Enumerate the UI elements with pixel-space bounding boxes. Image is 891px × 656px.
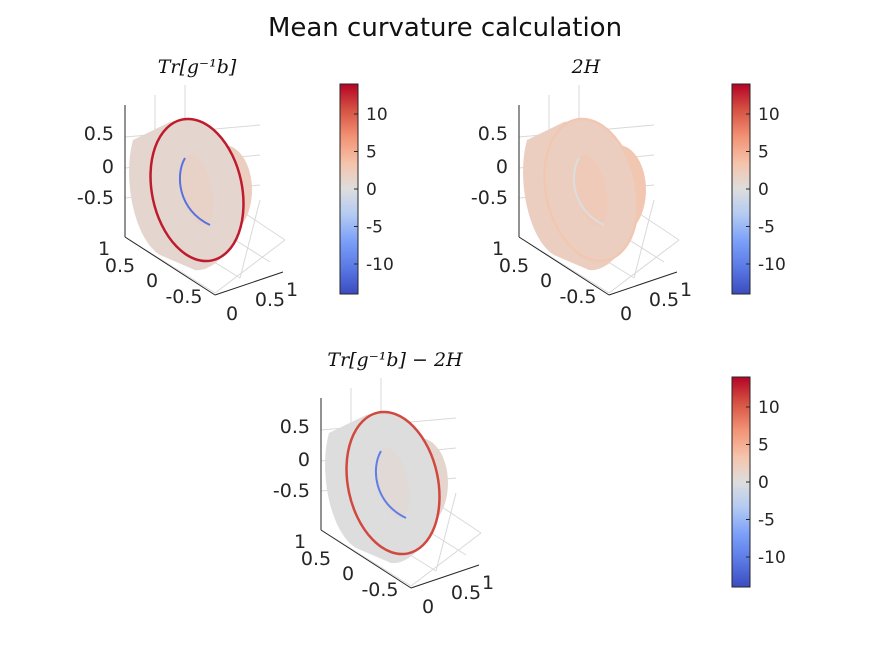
y-tick-label: 0 — [540, 270, 552, 292]
x-tick-label: 0 — [620, 303, 632, 325]
colorbar-tick-label: -10 — [758, 548, 786, 568]
y-axis-line — [518, 236, 610, 296]
z-tick-label: 0 — [298, 449, 310, 471]
z-tick-label: 0 — [496, 156, 508, 178]
x-tick-label: 0.5 — [649, 289, 679, 311]
y-tick-label: 0.5 — [301, 548, 331, 570]
z-tick-label: -0.5 — [77, 187, 114, 209]
colorbar-tick-label: 10 — [366, 105, 388, 125]
z-tick-label: 0.5 — [280, 416, 310, 438]
grid-line — [239, 199, 261, 279]
subplot-title: 2H — [571, 56, 601, 78]
z-tick-label: 0.5 — [84, 123, 114, 145]
y-tick-label: -0.5 — [165, 286, 202, 308]
inner-edge-ring — [178, 157, 211, 226]
z-tick-label: 0 — [102, 156, 114, 178]
colorbar-tick-label: 0 — [366, 180, 377, 200]
x-axis-line — [410, 564, 480, 589]
y-tick-label: 0.5 — [499, 255, 529, 277]
z-tick-label: -0.5 — [471, 187, 508, 209]
z-tick-label: -0.5 — [273, 480, 310, 502]
colorbar-tick-label: 5 — [758, 436, 769, 456]
colorbar-tick-label: 5 — [758, 143, 769, 163]
colorbar-tick-label: -5 — [758, 511, 775, 531]
y-tick-label: 1 — [294, 531, 306, 553]
outer-edge-ring — [543, 117, 639, 263]
y-axis-line — [124, 236, 216, 296]
colorbar-tick-label: -10 — [366, 255, 394, 275]
colorbar-tick-label: 10 — [758, 105, 780, 125]
figure-title: Mean curvature calculation — [268, 13, 622, 43]
y-tick-label: 0.5 — [105, 255, 135, 277]
outer-edge-ring — [345, 410, 441, 556]
y-tick-label: 0 — [342, 563, 354, 585]
subplot-title: Tr[g⁻¹b] − 2H — [327, 349, 463, 371]
y-tick-label: -0.5 — [559, 286, 596, 308]
colorbar-tick-label: 0 — [758, 473, 769, 493]
x-tick-label: 1 — [286, 279, 298, 301]
subplot-title: Tr[g⁻¹b] — [158, 56, 237, 78]
outer-edge-ring — [149, 117, 245, 263]
y-tick-label: 0 — [146, 270, 158, 292]
x-axis-line — [214, 271, 284, 296]
x-tick-label: 1 — [482, 572, 494, 594]
colorbar-tick-label: 10 — [758, 398, 780, 418]
panel-difference: Tr[g⁻¹b] − 2H0.50-0.510.50-0.500.5 11050-… — [273, 349, 786, 618]
y-tick-label: 1 — [98, 238, 110, 260]
colorbar-tick-label: -10 — [758, 255, 786, 275]
x-tick-label: 0 — [226, 303, 238, 325]
grid-line — [435, 492, 457, 572]
grid-line — [608, 239, 680, 294]
x-tick-label: 0 — [422, 596, 434, 618]
x-axis-line — [608, 271, 678, 296]
x-tick-label: 0.5 — [451, 582, 481, 604]
inner-edge-ring — [572, 157, 605, 226]
grid-line — [214, 239, 286, 294]
grid-line — [410, 532, 482, 587]
y-axis-line — [320, 529, 412, 589]
x-tick-label: 1 — [680, 279, 692, 301]
colorbar-tick-label: -5 — [758, 218, 775, 238]
y-tick-label: -0.5 — [361, 579, 398, 601]
x-tick-label: 0.5 — [255, 289, 285, 311]
colorbar-tick-label: -5 — [366, 218, 383, 238]
z-tick-label: 0.5 — [478, 123, 508, 145]
inner-edge-ring — [374, 450, 407, 519]
colorbar-tick-label: 5 — [366, 143, 377, 163]
y-tick-label: 1 — [492, 238, 504, 260]
grid-line — [633, 199, 655, 279]
colorbar-tick-label: 0 — [758, 180, 769, 200]
